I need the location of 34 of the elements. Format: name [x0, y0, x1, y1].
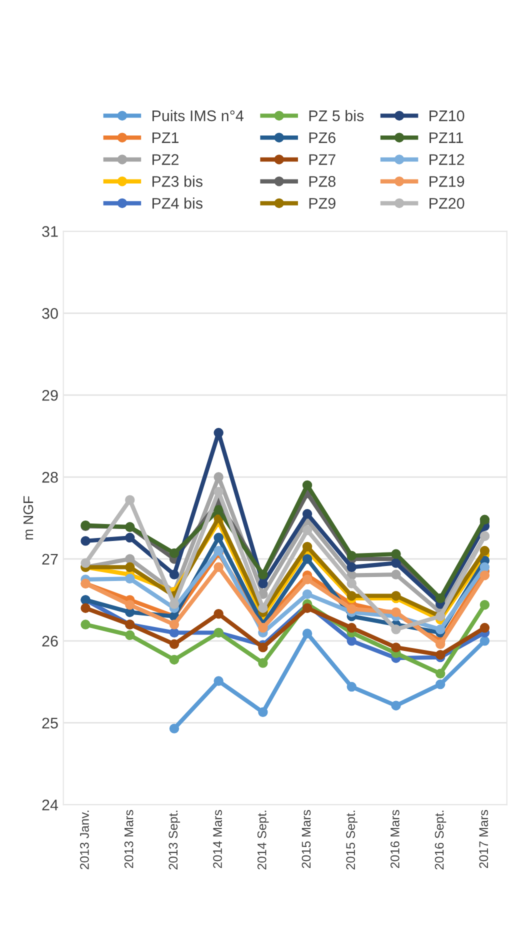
y-tick-label: 24	[42, 800, 58, 810]
x-tick-label: 2014 Sept.	[257, 810, 269, 870]
y-tick-label: 31	[42, 226, 58, 237]
y-tick-label: 26	[42, 636, 58, 647]
legend-label: PZ3 bis	[152, 176, 202, 187]
x-tick-label: 2013 Mars	[124, 810, 134, 868]
legend-label: PZ11	[430, 132, 463, 143]
x-tick-label: 2017 Mars	[479, 810, 488, 868]
legend-label: PZ7	[309, 154, 336, 165]
y-tick-label: 29	[42, 390, 58, 401]
x-tick-label: 2016 Mars	[390, 810, 400, 868]
x-tick-label: 2013 Janv.	[80, 810, 89, 870]
legend-label: PZ8	[309, 176, 336, 187]
y-tick-label: 25	[42, 718, 58, 729]
legend-label: PZ4 bis	[152, 198, 202, 209]
legend-label: PZ20	[430, 198, 464, 209]
y-tick-label: 28	[42, 472, 58, 483]
x-tick-label: 2014 Mars	[213, 810, 222, 868]
y-axis-title: m NGF	[23, 496, 34, 540]
legend-label: PZ19	[430, 176, 464, 187]
x-tick-label: 2016 Sept.	[434, 810, 446, 870]
legend-label: PZ10	[430, 110, 464, 122]
legend-label: PZ1	[152, 132, 179, 143]
x-tick-label: 2015 Mars	[302, 810, 311, 868]
legend-label: PZ12	[430, 154, 464, 165]
legend-label: PZ6	[309, 132, 336, 144]
legend-label: PZ2	[152, 154, 178, 165]
legend-label: PZ 5 bis	[309, 110, 364, 122]
legend-label: Puits IMS n°4	[152, 110, 244, 122]
x-tick-label: 2013 Sept.	[168, 810, 180, 870]
y-tick-label: 27	[42, 554, 58, 564]
legend-label: PZ9	[309, 198, 336, 209]
y-tick-label: 30	[42, 308, 58, 319]
x-tick-label: 2015 Sept.	[346, 810, 358, 870]
